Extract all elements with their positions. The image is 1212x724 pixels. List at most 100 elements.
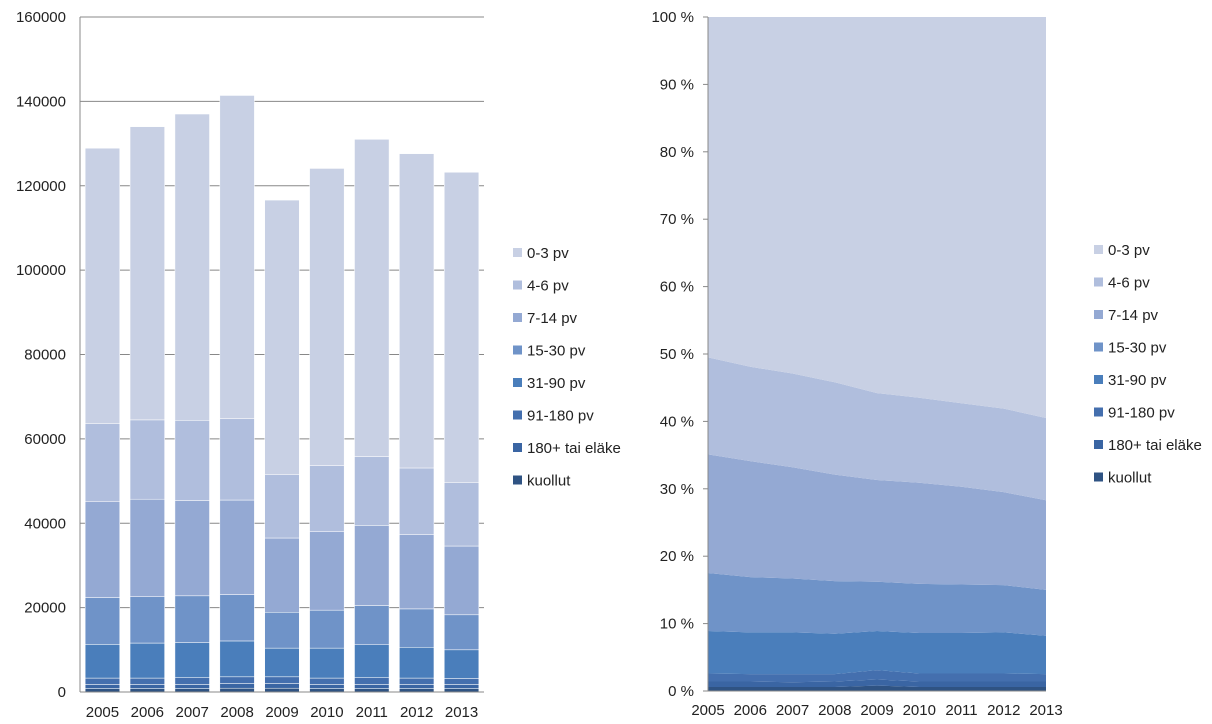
y-tick-label: 60000 [24, 431, 66, 448]
bar-segment [264, 676, 300, 684]
y-tick-label: 90 % [660, 76, 694, 93]
legend-swatch [1094, 472, 1103, 482]
bar-segment [219, 95, 255, 419]
area-band [708, 17, 1046, 419]
bar-segment [84, 644, 120, 679]
bar-segment [309, 609, 345, 649]
legend-swatch [1094, 245, 1103, 254]
bar-segment [84, 597, 120, 645]
bar-segment [129, 596, 165, 644]
bar-segment [444, 614, 480, 651]
legend-label: 91-180 pv [1108, 405, 1175, 422]
x-tick-label: 2008 [818, 702, 851, 719]
bar-segment [399, 647, 435, 679]
bar-segment [309, 677, 345, 685]
bar-segment [174, 684, 210, 689]
bar-segment [264, 199, 300, 475]
bar-segment [309, 168, 345, 466]
bar-segment [444, 684, 480, 689]
bar-segment [309, 688, 345, 693]
bar-segment [309, 647, 345, 679]
legend-label: 180+ tai eläke [1108, 437, 1202, 454]
bar-segment [354, 456, 390, 526]
bar-segment [354, 605, 390, 645]
legend-swatch [513, 280, 522, 290]
bar-segment [354, 677, 390, 685]
x-tick-label: 2009 [860, 702, 893, 719]
bar-segment [444, 172, 480, 483]
legend-label: 91-180 pv [527, 408, 594, 425]
x-tick-label: 2007 [176, 704, 209, 721]
bar-segment [174, 420, 210, 501]
bar-segment [399, 153, 435, 469]
bar-segment [219, 640, 255, 678]
area-band [708, 573, 1046, 636]
bar-segment [84, 677, 120, 685]
x-tick-label: 2011 [945, 702, 977, 719]
y-tick-label: 40000 [24, 515, 66, 532]
x-tick-label: 2008 [220, 704, 253, 721]
stacked-bar-chart: 0 20000 40000 60000 80000 100000 120000 140000 1… [16, 9, 484, 721]
bar-segment [264, 474, 300, 539]
x-tick-label: 2012 [400, 704, 433, 721]
legend-swatch [513, 443, 522, 452]
x-tick-label: 2007 [776, 702, 809, 719]
x-tick-label: 2010 [903, 702, 936, 719]
bar-segment [174, 642, 210, 678]
x-tick-label: 2013 [1029, 702, 1062, 719]
legend-swatch [1094, 375, 1103, 384]
y-tick-label: 120000 [16, 178, 66, 195]
legend-label: 7-14 pv [527, 310, 578, 327]
bar-segment [309, 465, 345, 532]
legend-label: 0-3 pv [527, 245, 569, 262]
bar-segment [129, 677, 165, 685]
legend-swatch [513, 410, 522, 420]
bar-segment [129, 419, 165, 500]
legend-label: 15-30 pv [527, 343, 586, 360]
bar-segment [354, 684, 390, 689]
legend-swatch [1094, 407, 1103, 417]
y-tick-label: 0 % [668, 683, 694, 700]
bar-segment [219, 683, 255, 689]
x-tick-label: 2012 [987, 702, 1020, 719]
x-tick-label: 2011 [356, 704, 388, 721]
x-tick-label: 2005 [86, 704, 119, 721]
y-tick-label: 30 % [660, 481, 694, 498]
x-tick-label: 2009 [265, 704, 298, 721]
bar-segment [174, 677, 210, 685]
bar-segment [309, 684, 345, 689]
bar-segment [129, 498, 165, 597]
legend-swatch [513, 378, 522, 387]
legend-label: kuollut [527, 473, 571, 490]
bar-segment [219, 594, 255, 642]
bar-segment [264, 537, 300, 613]
bar-segment [399, 684, 435, 689]
area-band [708, 631, 1046, 675]
y-tick-label: 160000 [16, 9, 66, 26]
bar-segment [399, 677, 435, 685]
bar-segment [129, 126, 165, 421]
bar-segment [444, 649, 480, 679]
legend-swatch [1094, 277, 1103, 287]
bar-segment [84, 688, 120, 693]
bar-segment [354, 688, 390, 693]
legend-label: 31-90 pv [527, 375, 586, 392]
legend-label: 4-6 pv [1108, 275, 1150, 292]
percent-area-chart: 0 % 10 % 20 % 30 % 40 % 50 % 60 % 70 % 80 % 90 % 1… [651, 9, 1062, 719]
y-tick-label: 60 % [660, 279, 694, 296]
bar-segment [264, 687, 300, 693]
x-tick-label: 2005 [691, 702, 724, 719]
area-chart-legend: 0-3 pv 4-6 pv 7-14 pv 15-30 pv 31-90 pv 91-18… [1094, 242, 1202, 487]
bar-segment [174, 595, 210, 643]
bar-segment [444, 678, 480, 685]
y-tick-label: 70 % [660, 211, 694, 228]
legend-label: 7-14 pv [1108, 307, 1159, 324]
bar-segment [84, 684, 120, 689]
bar-segment [264, 612, 300, 649]
y-tick-label: 40 % [660, 413, 694, 430]
bar-segment [399, 467, 435, 535]
legend-swatch [1094, 342, 1103, 352]
y-tick-label: 20000 [24, 600, 66, 617]
bar-segment [264, 647, 300, 678]
bar-segment [264, 683, 300, 689]
